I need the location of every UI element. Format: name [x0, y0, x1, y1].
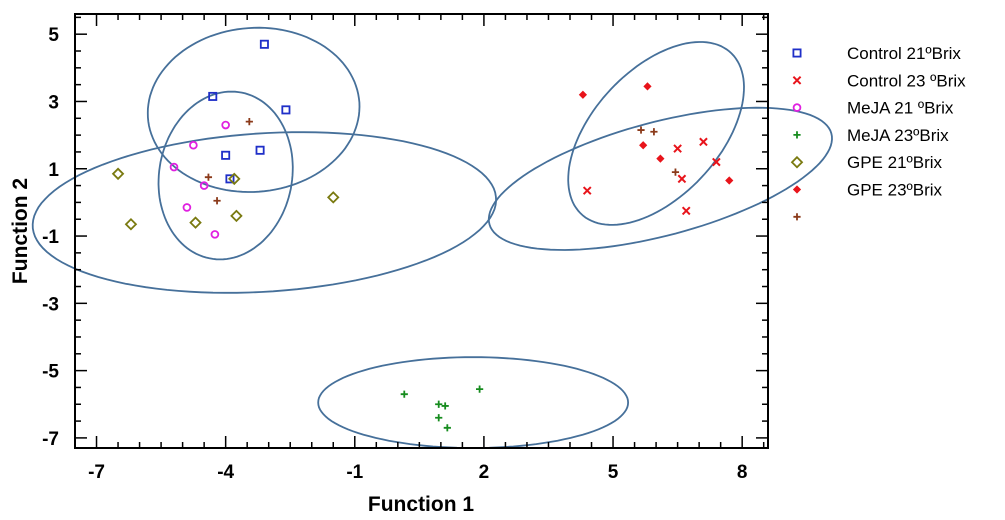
point-s7-4 — [637, 126, 645, 134]
point-s6-1 — [578, 90, 588, 99]
legend-label: GPE 21ºBrix — [847, 153, 943, 172]
legend-item: MeJA 23ºBrix — [793, 126, 949, 145]
legend-label: GPE 23ºBrix — [847, 181, 943, 200]
cluster-ellipse-6 — [317, 356, 630, 449]
point-s5-3 — [189, 216, 202, 229]
cluster-ellipses — [31, 26, 833, 449]
y-tick-label: 1 — [48, 160, 59, 181]
point-s7-2 — [245, 118, 253, 126]
point-s5-5 — [230, 209, 243, 223]
point-s4-5 — [435, 414, 443, 422]
point-s1-6 — [225, 174, 235, 184]
point-s3-6 — [221, 120, 230, 130]
legend-item: GPE 23ºBrix — [792, 181, 943, 200]
point-s6-2 — [643, 82, 652, 91]
y-tick-label: -3 — [42, 294, 59, 315]
x-tick-label: 8 — [737, 462, 748, 483]
legend: Control 21ºBrix Control 23 ºBrix MeJA 21 º… — [790, 44, 966, 221]
cluster-ellipse-4 — [567, 41, 745, 226]
legend-marker — [792, 48, 802, 58]
cluster-ellipse-3 — [31, 131, 498, 294]
point-s3-1 — [189, 140, 198, 150]
legend-item: Control 21ºBrix — [792, 44, 961, 63]
point-s6-5 — [725, 176, 734, 185]
point-s5-4 — [227, 172, 241, 186]
point-s2-1 — [582, 186, 592, 195]
point-s7-1 — [204, 173, 213, 181]
point-s1-2 — [208, 91, 218, 101]
cluster-ellipse-2 — [157, 90, 294, 261]
y-tick-label: 5 — [48, 25, 59, 46]
point-s3-2 — [169, 162, 179, 172]
x-tick-label: 2 — [479, 462, 490, 483]
cluster-ellipse-5 — [487, 106, 833, 251]
data-points — [111, 39, 734, 432]
tick-labels: -7 -4 -1 2 5 8 5 3 1 -1 -3 -5 -7 — [42, 25, 747, 483]
legend-label: Control 21ºBrix — [847, 44, 961, 63]
point-s5-6 — [326, 191, 340, 204]
point-s5-2 — [124, 217, 138, 231]
point-s7-5 — [671, 168, 680, 176]
legend-item — [793, 213, 801, 221]
point-s2-6 — [681, 206, 691, 216]
legend-marker — [792, 75, 802, 85]
plot-frame — [74, 13, 769, 449]
point-s1-3 — [281, 105, 291, 115]
y-axis-title: Function 2 — [9, 178, 32, 284]
point-s2-2 — [673, 144, 682, 153]
axis-ticks — [74, 14, 768, 448]
point-s4-6 — [443, 424, 451, 432]
point-s4-2 — [476, 385, 484, 393]
x-tick-label: -7 — [88, 462, 105, 483]
legend-label: MeJA 21 ºBrix — [847, 99, 954, 118]
legend-item: GPE 21ºBrix — [790, 153, 943, 172]
point-s3-5 — [210, 230, 220, 239]
point-s2-5 — [677, 174, 687, 184]
point-s7-6 — [650, 128, 658, 136]
legend-item: Control 23 ºBrix — [792, 71, 966, 90]
point-s2-3 — [699, 137, 708, 147]
legend-marker — [793, 131, 801, 139]
legend-marker — [790, 155, 804, 169]
point-s6-4 — [656, 154, 665, 163]
y-tick-label: 3 — [48, 92, 59, 113]
point-s2-4 — [712, 157, 721, 167]
point-s5-1 — [111, 167, 125, 181]
x-axis-title: Function 1 — [368, 493, 474, 516]
y-tick-label: -5 — [42, 362, 59, 383]
legend-marker — [793, 213, 801, 221]
y-tick-label: -1 — [42, 227, 59, 248]
point-s6-3 — [639, 141, 648, 150]
point-s7-3 — [213, 197, 221, 205]
cluster-ellipse-1 — [146, 26, 361, 193]
x-tick-label: -4 — [217, 462, 234, 483]
point-s3-4 — [182, 203, 192, 212]
legend-label: MeJA 23ºBrix — [847, 126, 949, 145]
x-tick-label: 5 — [608, 462, 619, 483]
x-tick-label: -1 — [346, 462, 363, 483]
legend-marker — [792, 185, 802, 194]
legend-item: MeJA 21 ºBrix — [792, 99, 954, 118]
point-s1-4 — [221, 150, 231, 160]
point-s4-1 — [400, 390, 408, 398]
point-s4-3 — [435, 400, 443, 408]
point-s1-5 — [255, 145, 265, 155]
point-s1-1 — [259, 39, 269, 49]
legend-label: Control 23 ºBrix — [847, 71, 966, 90]
point-s4-4 — [441, 402, 449, 410]
point-s3-3 — [199, 181, 209, 190]
legend-marker — [792, 103, 802, 112]
y-tick-label: -7 — [42, 429, 59, 450]
